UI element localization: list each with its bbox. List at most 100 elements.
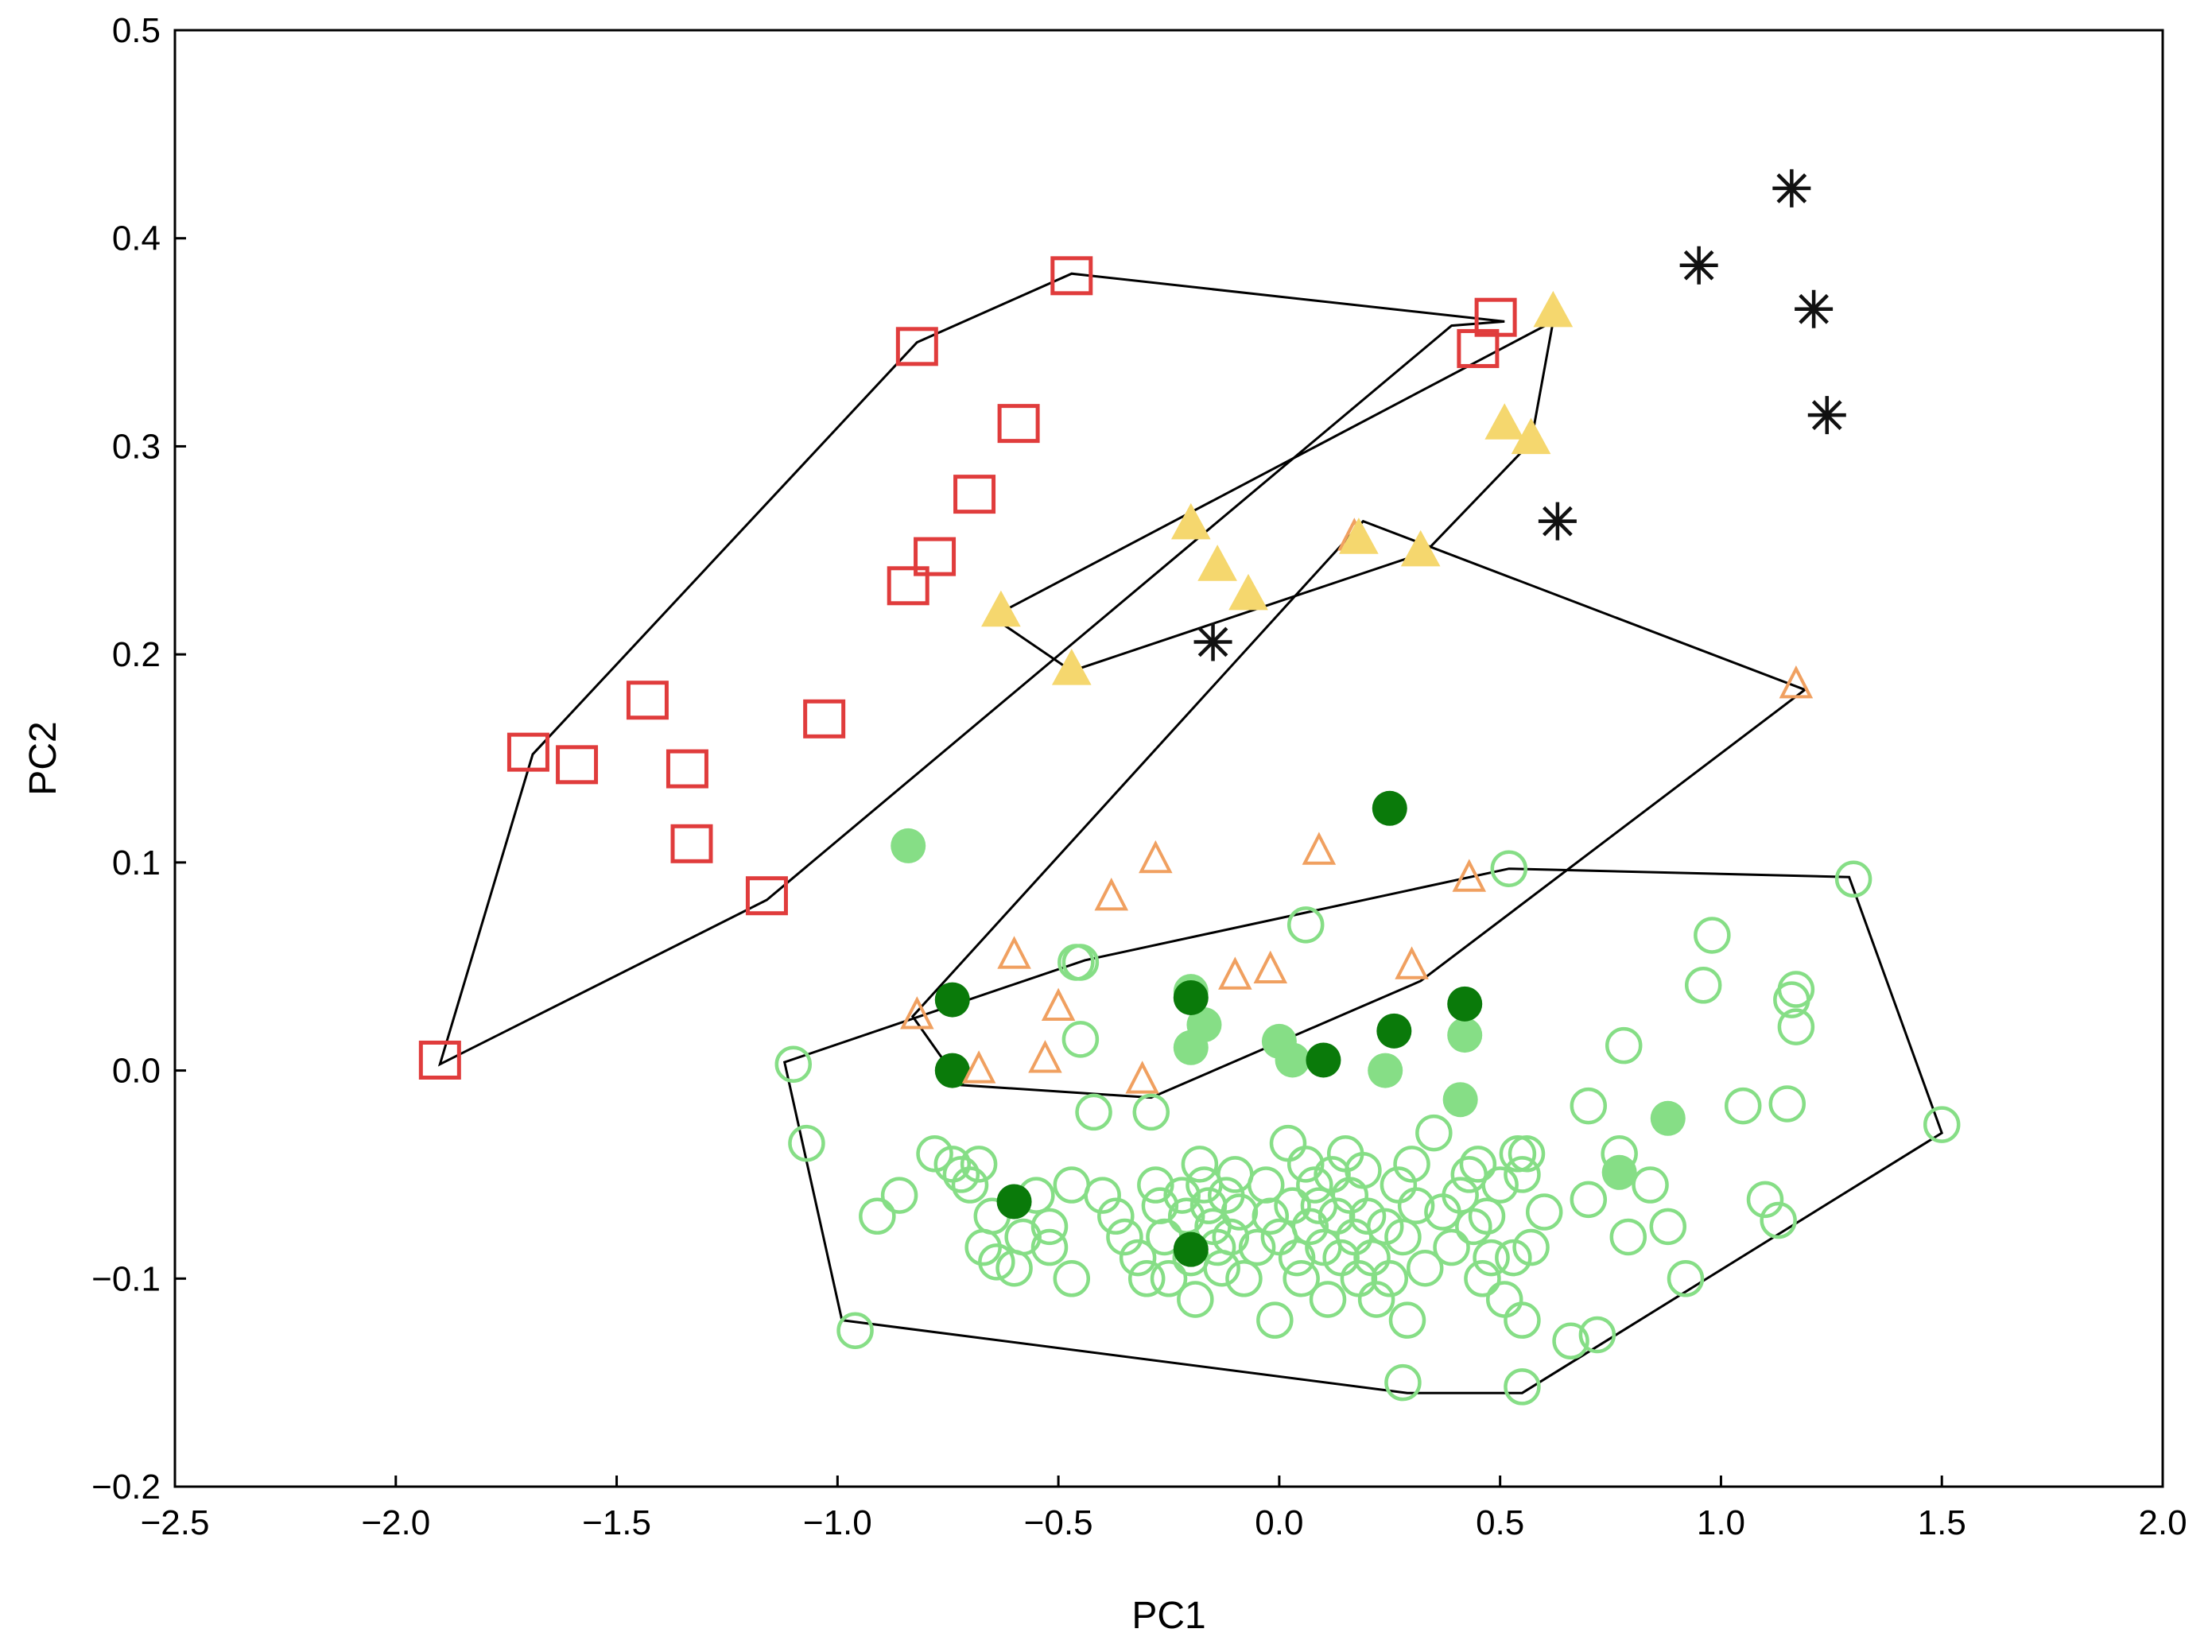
data-point-circle-open [1768,1085,1806,1123]
data-point-circle [1447,1018,1483,1053]
data-point-circle-open [1388,1301,1426,1339]
data-point-circle-open [1357,1281,1395,1318]
data-point-circle-open [916,1135,953,1173]
data-point-circle-open [1667,1260,1705,1297]
x-tick-label: 0.0 [1255,1503,1303,1542]
data-point-circle [1650,1100,1686,1136]
data-point-triangle-open [1253,950,1288,983]
data-point-circle-open [1163,1177,1201,1214]
data-point-triangle-open [1779,665,1814,699]
data-point-circle-open [1406,1249,1444,1287]
light-green-open-circles-group [774,850,1961,1406]
data-point-square [803,699,846,739]
data-point-circle-open [1923,1106,1961,1143]
data-point-circle-open [995,1249,1033,1287]
data-point-circle-open [978,1243,1015,1281]
data-point-circle-open [960,1146,998,1183]
x-tick-label: 2.0 [2138,1503,2187,1542]
data-point-circle [1447,986,1483,1022]
data-point-asterisk [1807,396,1846,435]
data-point-circle-open [1286,906,1325,944]
data-point-triangle [1051,649,1092,685]
data-point-triangle-open [1218,956,1252,990]
data-point-circle-open [1495,1239,1532,1277]
x-tick-label: −1.0 [803,1503,872,1542]
data-point-circle-open [1256,1301,1294,1339]
red-squares-group [418,256,1517,1080]
data-point-circle [891,828,926,863]
y-tick-label: 0.1 [112,843,161,882]
data-point-triangle-open [900,996,934,1030]
data-point-circle-open [1278,1239,1316,1277]
data-point-circle-open [1217,1156,1254,1193]
data-point-square [556,745,599,785]
data-point-square [953,475,996,514]
data-point-circle-open [1570,1181,1608,1219]
dark-green-circles-group [934,790,1483,1267]
x-tick-label: −2.0 [361,1503,430,1542]
data-point-circle-open [1746,1181,1784,1219]
data-point-circle-open [1632,1166,1669,1204]
data-point-circle-open [964,1228,1002,1266]
data-point-circle-open [1106,1218,1143,1256]
data-point-asterisk [1772,169,1811,207]
data-point-circle-open [1415,1114,1453,1152]
data-point-square [895,327,938,366]
light-green-filled-circles-group [891,828,1686,1190]
data-point-triangle [1228,573,1268,611]
data-point-circle-open [1473,1239,1510,1277]
data-point-circle-open [1097,1197,1135,1235]
data-point-circle-open [1609,1218,1647,1256]
data-point-circle-open [1694,917,1731,954]
data-point-circle-open [1504,1301,1541,1339]
data-point-circle-open [1053,1260,1091,1297]
data-point-triangle [981,590,1021,627]
data-point-circle-open [1504,1156,1541,1193]
data-point-circle [996,1184,1032,1220]
data-point-square [745,876,788,916]
x-axis-label: PC1 [1131,1595,1205,1637]
data-point-triangle [1511,417,1551,455]
data-point-triangle [1170,502,1211,540]
data-point-circle-open [1570,1087,1608,1125]
data-point-circle-open [1649,1208,1687,1246]
data-point-circle-open [1283,1260,1320,1297]
data-point-circle-open [1455,1208,1492,1246]
data-point-square [418,1040,461,1080]
data-point-square [506,732,549,772]
data-point-circle-open [1578,1316,1616,1354]
data-point-circle-open [1137,1166,1174,1204]
data-point-triangle-open [961,1050,996,1084]
data-point-circle-open [859,1197,896,1235]
y-axis-label: PC2 [22,721,64,795]
black-stars-group [1193,169,1846,661]
y-tick-label: 0.3 [112,427,161,466]
data-point-circle [934,1053,970,1088]
data-point-square [666,749,708,789]
data-point-square [1050,256,1093,296]
x-tick-label: 1.0 [1697,1503,1745,1542]
x-tick-label: 1.5 [1918,1503,1966,1542]
data-point-square [626,681,669,720]
data-point-circle-open [1450,1156,1488,1193]
data-point-triangle-open [997,936,1031,969]
data-point-circle-open [1384,1363,1422,1402]
green-hull [782,867,1944,1394]
data-point-circle-open [1203,1249,1240,1287]
data-point-circle-open [1030,1208,1069,1246]
data-point-asterisk [1795,289,1834,328]
data-point-circle-open [1309,1281,1347,1318]
data-point-circle-open [1552,1322,1589,1360]
data-point-circle-open [1119,1239,1157,1277]
data-point-circle-open [1286,1146,1325,1183]
plot-frame [173,29,2164,1488]
data-point-square [914,537,957,576]
data-point-circle-open [1186,1166,1223,1204]
data-point-circle-open [836,1312,874,1349]
data-point-circle-open [1345,1151,1382,1189]
data-point-circle-open [1384,1218,1422,1256]
data-point-circle-open [1504,1368,1541,1406]
y-tick-label: 0.2 [112,635,161,674]
red-hull [437,272,1505,1067]
data-point-circle [1173,1231,1209,1267]
